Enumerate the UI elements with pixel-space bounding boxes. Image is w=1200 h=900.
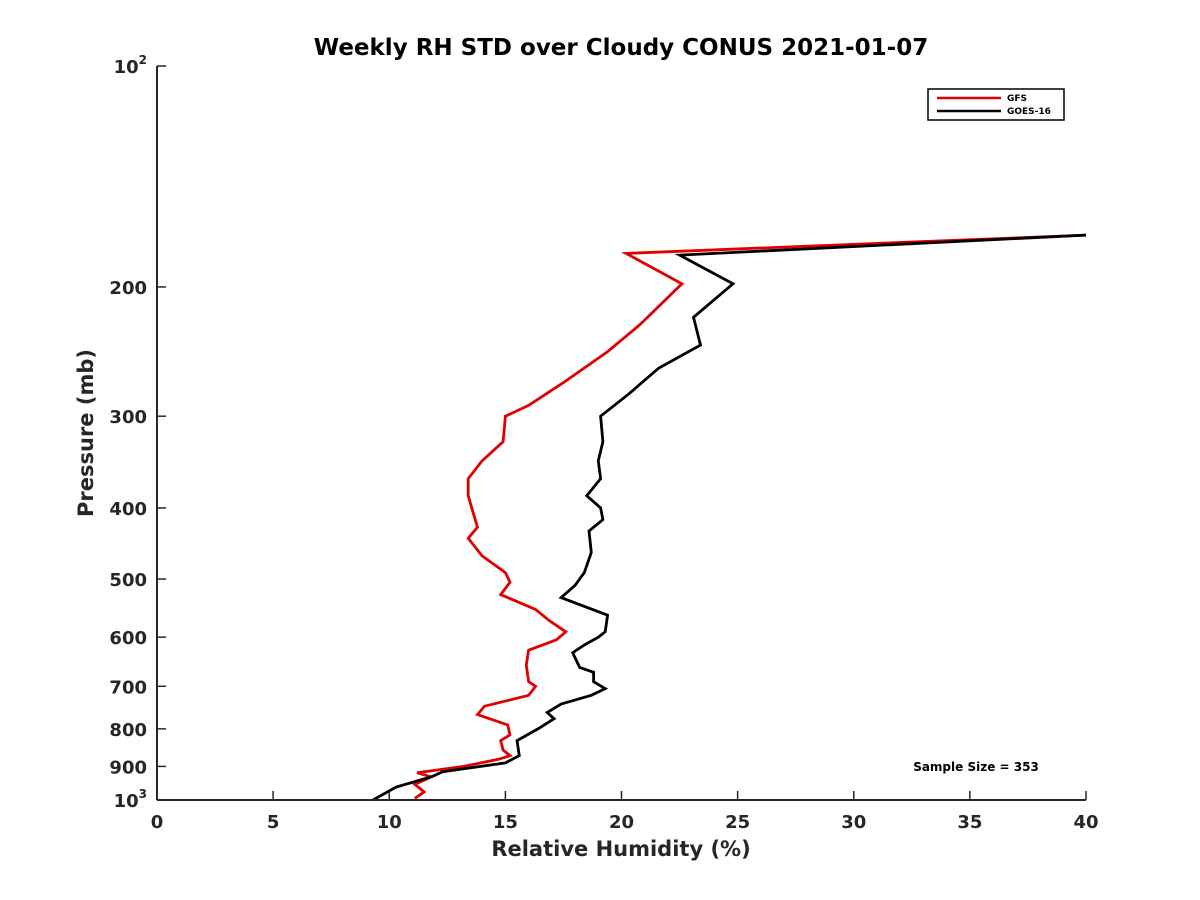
x-tick-label: 0 <box>151 812 164 833</box>
x-tick-label: 5 <box>267 812 280 833</box>
x-tick-label: 20 <box>609 812 634 833</box>
plot-area: 0 5 10 15 20 25 30 35 40 10220030040050060070080… <box>109 53 1098 833</box>
x-tick-label: 25 <box>725 812 750 833</box>
x-tick-label: 10 <box>377 812 402 833</box>
y-tick-base: 600 <box>109 628 147 649</box>
y-tick-base: 500 <box>109 570 147 591</box>
y-tick-label: 200 <box>109 278 147 299</box>
x-tick-label: 15 <box>493 812 518 833</box>
y-tick-label: 400 <box>109 499 147 520</box>
y-tick-label: 103 <box>114 787 147 812</box>
y-axis-label: Pressure (mb) <box>74 349 98 517</box>
y-tick-base: 10 <box>114 57 139 78</box>
y-tick-base: 700 <box>109 677 147 698</box>
y-tick-label: 700 <box>109 677 147 698</box>
y-tick-label: 900 <box>109 757 147 778</box>
y-tick-label: 800 <box>109 720 147 741</box>
x-tick-label: 30 <box>841 812 866 833</box>
y-tick-base: 400 <box>109 499 147 520</box>
y-tick-base: 800 <box>109 720 147 741</box>
series-line-gfs <box>412 233 1087 800</box>
x-axis-label: Relative Humidity (%) <box>491 837 750 861</box>
y-tick-base: 900 <box>109 757 147 778</box>
y-tick-label: 102 <box>114 53 147 78</box>
legend-box <box>927 88 1065 121</box>
x-ticks: 0 5 10 15 20 25 30 35 40 <box>151 791 1099 833</box>
y-tick-label: 600 <box>109 628 147 649</box>
series-layer <box>372 233 1087 802</box>
y-tick-exponent: 2 <box>139 53 147 67</box>
chart-title: Weekly RH STD over Cloudy CONUS 2021-01-… <box>314 35 928 61</box>
series-line-goes16 <box>372 233 1087 802</box>
legend-label-gfs: GFS <box>1007 94 1027 104</box>
legend: GFS GOES-16 <box>927 88 1065 121</box>
x-tick-label: 35 <box>957 812 982 833</box>
y-tick-exponent: 3 <box>139 787 147 801</box>
y-tick-base: 10 <box>114 791 139 812</box>
y-tick-label: 500 <box>109 570 147 591</box>
y-tick-base: 300 <box>109 407 147 428</box>
legend-label-goes16: GOES-16 <box>1007 107 1051 117</box>
y-tick-label: 300 <box>109 407 147 428</box>
x-tick-label: 40 <box>1073 812 1098 833</box>
y-tick-base: 200 <box>109 278 147 299</box>
sample-size-annotation: Sample Size = 353 <box>913 760 1039 774</box>
